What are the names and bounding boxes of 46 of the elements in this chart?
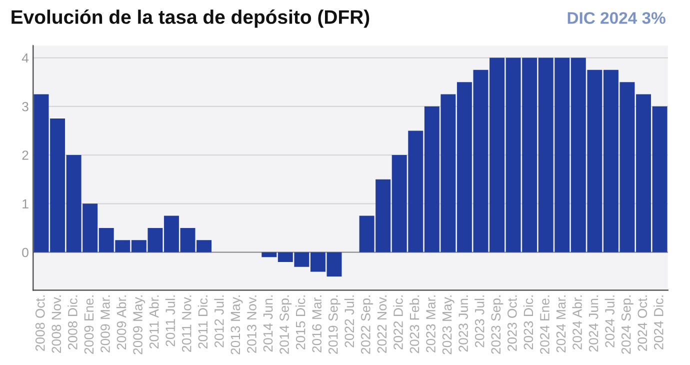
x-tick-label: 2016 Mar. [312,296,322,352]
x-tick-label: 2023 May. [442,296,454,354]
x-tick-label: 2024 Jun. [588,296,598,352]
x-tick-label: 2014 Sep. [280,296,292,354]
x-tick-label: 2023 Dic. [523,296,534,350]
x-tick-label: 2022 Jul. [344,296,354,348]
x-tick-label: 2023 Jul. [474,296,484,348]
chart-subtitle: DIC 2024 3% [568,12,666,24]
x-tick-label: 2023 Feb. [409,296,420,354]
x-tick-label: 2009 Ene. [84,296,94,354]
x-tick-label: 2013 Nov. [247,296,256,353]
x-tick-label: 2024 Dic. [654,296,664,350]
x-tick-label: 2009 May. [133,296,146,354]
x-tick-label: 2024 Ene. [540,296,550,354]
x-tick-label: 2011 Nov. [182,296,192,352]
x-tick-label: 2023 Oct. [507,296,517,351]
y-tick-label: 1 [22,199,28,208]
x-tick-label: 2014 Jun. [263,296,273,352]
x-tick-label: 2011 Dic. [198,296,208,348]
x-tick-label: 2024 Jul. [604,296,614,348]
x-tick-label: 2008 Dic. [68,296,78,350]
x-tick-label: 2012 Jul. [214,296,224,348]
x-tick-label: 2024 Sep. [621,296,634,354]
x-tick-label: 2019 Sep. [328,296,340,354]
x-tick-label: 2015 Dic. [296,296,306,350]
x-tick-label: 2009 Abr. [116,296,126,350]
x-tick-label: 2022 Nov. [377,296,387,353]
x-tick-label: 2023 Mar. [426,296,436,352]
x-tick-label: 2024 Abr. [572,296,582,350]
y-tick-label: 4 [22,53,29,63]
x-tick-label: 2024 Mar. [556,296,566,352]
x-tick-label: 2023 Jun. [458,296,468,352]
chart-title: Evolución de la tasa de depósito (DFR) [12,9,370,28]
y-tick-label: 0 [22,248,28,258]
x-tick-label: 2013 May. [230,296,243,354]
x-tick-label: 2009 Mar. [100,296,110,352]
x-tick-label: 2022 Dic. [393,296,403,350]
x-tick-label: 2008 Nov. [52,296,62,353]
y-tick-label: 2 [22,150,28,160]
x-tick-label: 2011 Abr. [149,296,159,348]
x-tick-label: 2024 Oct. [638,296,648,351]
y-tick-label: 3 [22,102,28,112]
x-tick-label: 2011 Jul. [165,296,176,346]
x-tick-label: 2008 Oct. [35,296,45,351]
x-tick-label: 2022 Sep. [360,296,373,354]
x-tick-label: 2023 Sep. [491,296,504,354]
